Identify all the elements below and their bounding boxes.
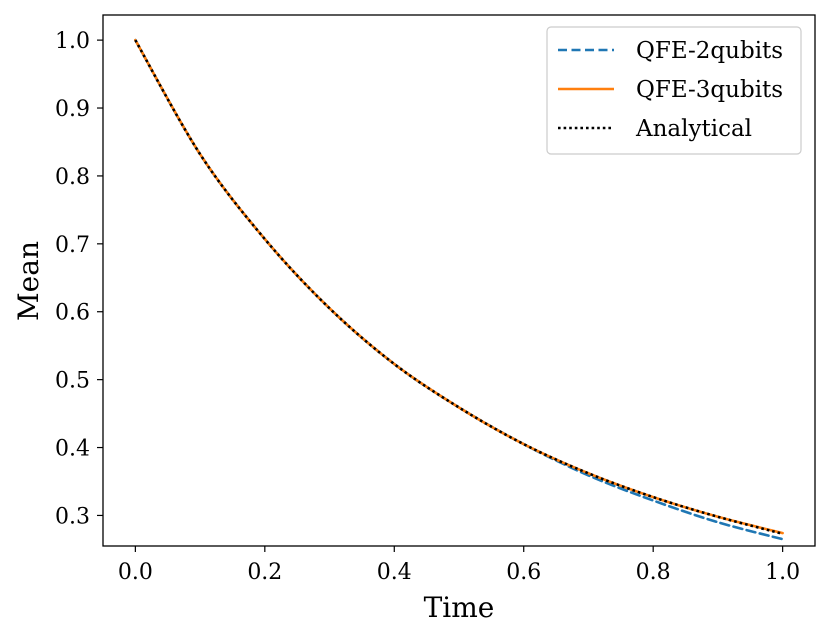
y-tick-label: 0.3	[55, 504, 90, 529]
x-tick-label: 1.0	[765, 560, 800, 585]
x-tick-label: 0.6	[506, 560, 541, 585]
x-axis-label: Time	[424, 591, 495, 624]
x-tick-label: 0.8	[636, 560, 671, 585]
y-tick-label: 0.9	[55, 97, 90, 122]
series-line-qfe-3qubits	[134, 38, 784, 535]
legend-box	[546, 26, 802, 155]
y-axis-label: Mean	[12, 241, 45, 321]
y-tick-label: 0.4	[55, 437, 90, 462]
legend-label: QFE-2qubits	[636, 38, 783, 64]
y-tick-label: 0.7	[55, 233, 90, 258]
y-axis-ticks: 0.3 0.4 0.5 0.6 0.7 0.8 0.9 1.0	[55, 29, 103, 529]
legend: QFE-2qubits QFE-3qubits Analytical	[546, 26, 802, 155]
legend-label: QFE-3qubits	[636, 77, 783, 103]
y-tick-label: 1.0	[55, 29, 90, 54]
x-tick-label: 0.2	[247, 560, 282, 585]
x-tick-label: 0.0	[118, 560, 153, 585]
series-layer	[134, 38, 784, 541]
x-axis-ticks: 0.0 0.2 0.4 0.6 0.8 1.0	[118, 546, 800, 585]
y-tick-label: 0.8	[55, 165, 90, 190]
x-tick-label: 0.4	[377, 560, 412, 585]
legend-label: Analytical	[635, 116, 752, 142]
y-tick-label: 0.6	[55, 301, 90, 326]
plot-frame	[102, 14, 816, 547]
y-tick-label: 0.5	[55, 369, 90, 394]
